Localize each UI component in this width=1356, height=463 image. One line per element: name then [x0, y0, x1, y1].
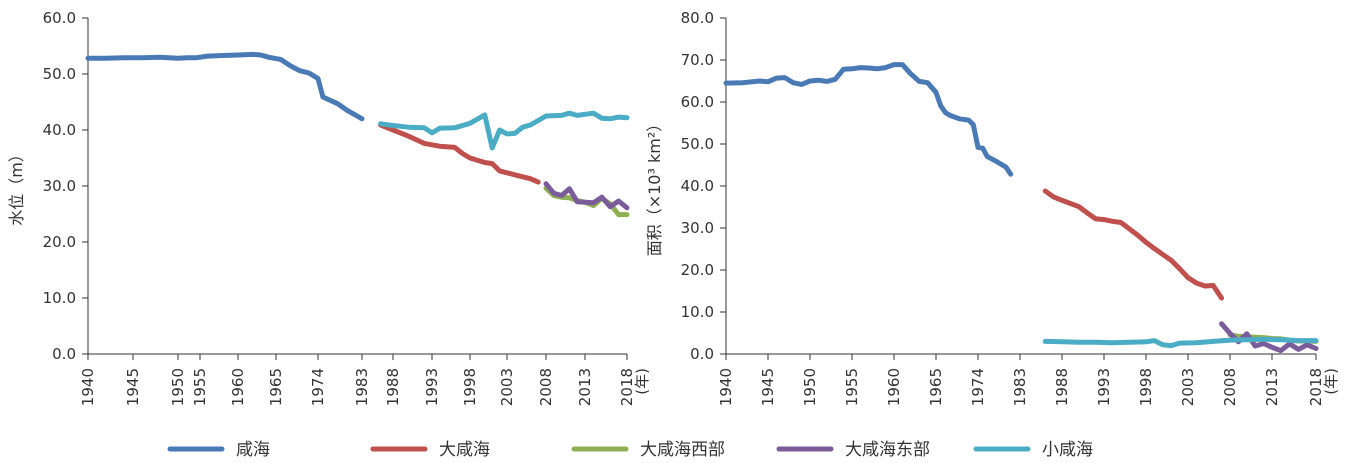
x-tick-label: 1965 — [267, 368, 285, 406]
y-tick-label: 10.0 — [681, 303, 714, 321]
x-tick-label: 2008 — [537, 368, 555, 406]
x-tick-label: 1974 — [309, 368, 327, 406]
series-line-小咸海 — [1042, 336, 1319, 349]
x-tick-label: 1950 — [801, 368, 819, 406]
y-tick-label: 30.0 — [43, 177, 76, 195]
x-tick-label: 1940 — [79, 368, 97, 406]
legend-label-小咸海: 小咸海 — [1042, 440, 1093, 460]
series-line-咸海 — [723, 62, 1014, 177]
x-tick-label: 1998 — [1137, 368, 1155, 406]
y-tick-label: 20.0 — [681, 261, 714, 279]
y-tick-label: 70.0 — [681, 51, 714, 69]
x-unit-label: (年) — [1322, 368, 1340, 395]
legend-label-大咸海东部: 大咸海东部 — [845, 440, 930, 460]
x-tick-label: 2013 — [1263, 368, 1281, 406]
x-tick-label: 2018 — [618, 368, 636, 406]
x-tick-label: 1955 — [843, 368, 861, 406]
y-tick-label: 0.0 — [690, 345, 714, 363]
x-tick-label: 1950 — [169, 368, 187, 406]
x-tick-label: 1940 — [717, 368, 735, 406]
x-tick-label: 1988 — [1053, 368, 1071, 406]
x-tick-label: 2018 — [1307, 368, 1325, 406]
x-tick-label: 1983 — [353, 368, 371, 406]
y-tick-label: 30.0 — [681, 219, 714, 237]
x-tick-label: 1974 — [969, 368, 987, 406]
x-tick-label: 2013 — [576, 368, 594, 406]
x-tick-label: 1960 — [229, 368, 247, 406]
y-tick-label: 40.0 — [681, 177, 714, 195]
x-tick-label: 1955 — [191, 368, 209, 406]
y-tick-label: 50.0 — [43, 65, 76, 83]
chart-legend: 咸海 大咸海 大咸海西部 大咸海东部 小咸海 — [167, 440, 1093, 460]
y-tick-label: 10.0 — [43, 289, 76, 307]
y-tick-label: 0.0 — [52, 345, 76, 363]
x-unit-label: (年) — [633, 368, 651, 395]
y-tick-label: 60.0 — [43, 9, 76, 27]
x-tick-label: 1965 — [927, 368, 945, 406]
x-tick-label: 1945 — [124, 368, 142, 406]
series-line-大咸海 — [378, 122, 541, 185]
legend-label-大咸海: 大咸海 — [439, 440, 490, 460]
legend-label-咸海: 咸海 — [236, 440, 270, 460]
x-tick-label: 1998 — [461, 368, 479, 406]
x-tick-label: 1993 — [1095, 368, 1113, 406]
series-line-大咸海 — [1042, 188, 1225, 301]
x-tick-label: 1983 — [1011, 368, 1029, 406]
x-tick-label: 1960 — [885, 368, 903, 406]
x-tick-label: 1988 — [384, 368, 402, 406]
y-tick-label: 50.0 — [681, 135, 714, 153]
series-line-大咸海东部 — [543, 181, 630, 211]
x-tick-label: 1993 — [423, 368, 441, 406]
y-axis-title: 水位（m） — [7, 146, 26, 226]
area-chart: 0.0 10.0 20.0 30.0 40.0 50.0 60.0 70.0 80.0 1940 1… — [645, 9, 1340, 406]
y-tick-label: 60.0 — [681, 93, 714, 111]
series-line-咸海 — [85, 51, 365, 122]
x-tick-label: 2008 — [1221, 368, 1239, 406]
y-tick-label: 40.0 — [43, 121, 76, 139]
legend-label-大咸海西部: 大咸海西部 — [640, 440, 725, 460]
y-tick-label: 80.0 — [681, 9, 714, 27]
x-tick-label: 2003 — [498, 368, 516, 406]
series-line-小咸海 — [378, 110, 630, 151]
x-tick-label: 2003 — [1179, 368, 1197, 406]
x-tick-label: 1945 — [759, 368, 777, 406]
y-axis-title: 面积（×10³ km²） — [645, 116, 664, 257]
y-tick-label: 20.0 — [43, 233, 76, 251]
